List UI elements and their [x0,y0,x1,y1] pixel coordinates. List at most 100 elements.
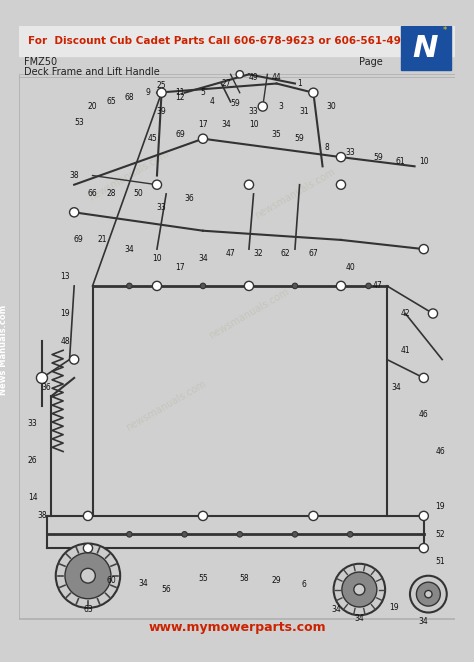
Text: 6: 6 [302,581,307,589]
Bar [19,26,455,56]
Ellipse shape [419,544,428,553]
Text: FMZ50: FMZ50 [24,58,57,68]
Text: 33: 33 [345,148,355,157]
Text: Deck Frame and Lift Handle: Deck Frame and Lift Handle [24,67,159,77]
Text: 53: 53 [74,118,83,126]
Text: 34: 34 [138,579,148,589]
Ellipse shape [428,309,438,318]
Text: 33: 33 [28,420,37,428]
Ellipse shape [70,208,79,217]
Ellipse shape [342,572,377,607]
Ellipse shape [237,532,243,537]
Ellipse shape [416,582,440,606]
Text: 14: 14 [28,493,37,502]
Text: 29: 29 [272,576,282,585]
Text: 69: 69 [175,130,185,138]
Ellipse shape [337,180,346,189]
Text: 34: 34 [331,605,341,614]
Text: 8: 8 [325,144,329,152]
Text: 51: 51 [436,557,445,567]
Bar [0,111,13,590]
Text: 41: 41 [401,346,410,355]
Ellipse shape [419,244,428,254]
Text: 68: 68 [125,93,134,102]
Ellipse shape [347,532,353,537]
Text: 34: 34 [391,383,401,392]
Text: 55: 55 [198,574,208,583]
Text: 19: 19 [390,604,399,612]
Ellipse shape [337,152,346,162]
Text: 36: 36 [42,383,52,392]
Ellipse shape [127,283,132,289]
Text: 67: 67 [309,249,318,258]
Ellipse shape [410,576,447,612]
Bar [19,74,455,619]
Ellipse shape [83,511,92,520]
Text: 10: 10 [152,254,162,263]
Text: newsmanuals.com: newsmanuals.com [88,148,171,203]
Ellipse shape [127,532,132,537]
Ellipse shape [152,180,162,189]
Ellipse shape [425,591,432,598]
Ellipse shape [83,544,92,553]
Ellipse shape [334,564,385,615]
Text: 63: 63 [83,605,93,614]
Text: 42: 42 [401,309,410,318]
Text: 59: 59 [373,153,383,162]
Text: 65: 65 [106,97,116,107]
Text: 39: 39 [157,107,166,116]
Text: 48: 48 [60,336,70,346]
Text: 28: 28 [106,189,116,199]
Text: 19: 19 [436,502,445,511]
Text: 34: 34 [221,120,231,129]
Text: newsmanuals.com: newsmanuals.com [124,379,208,432]
Ellipse shape [309,511,318,520]
Text: 32: 32 [253,249,263,258]
Text: 46: 46 [436,447,445,456]
Text: 36: 36 [184,194,194,203]
Text: 27: 27 [221,79,231,88]
Text: 52: 52 [436,530,445,539]
Text: 33: 33 [157,203,166,213]
Ellipse shape [152,281,162,291]
Text: www.mymowerparts.com: www.mymowerparts.com [148,621,326,634]
Text: *: * [443,26,447,34]
Text: For  Discount Cub Cadet Parts Call 606-678-9623 or 606-561-4983: For Discount Cub Cadet Parts Call 606-67… [27,36,415,46]
Ellipse shape [65,553,111,598]
Ellipse shape [56,544,120,608]
Ellipse shape [198,511,208,520]
Text: 30: 30 [327,102,337,111]
Text: N: N [413,34,438,63]
Text: newsmanuals.com: newsmanuals.com [253,167,337,221]
Text: 10: 10 [249,120,258,129]
Ellipse shape [292,283,298,289]
Text: 12: 12 [175,93,185,102]
Text: 66: 66 [88,189,98,199]
Text: 50: 50 [134,189,144,199]
Ellipse shape [157,88,166,97]
Text: 62: 62 [281,249,291,258]
Ellipse shape [309,88,318,97]
Bar [401,26,451,70]
Ellipse shape [198,134,208,143]
Text: 10: 10 [419,157,428,166]
Text: 35: 35 [272,130,282,138]
Ellipse shape [182,532,187,537]
Text: 34: 34 [419,617,428,626]
Text: 34: 34 [355,614,364,624]
Text: 61: 61 [396,157,406,166]
Ellipse shape [36,373,47,383]
Text: 47: 47 [226,249,236,258]
Text: 9: 9 [146,88,150,97]
Text: 49: 49 [249,73,258,81]
Text: 47: 47 [373,281,383,291]
Text: 33: 33 [249,107,258,116]
Text: 34: 34 [198,254,208,263]
Bar [19,619,455,636]
Ellipse shape [292,532,298,537]
Ellipse shape [419,511,428,520]
Ellipse shape [419,373,428,383]
Text: 25: 25 [157,81,166,90]
Ellipse shape [245,180,254,189]
Ellipse shape [354,584,365,595]
